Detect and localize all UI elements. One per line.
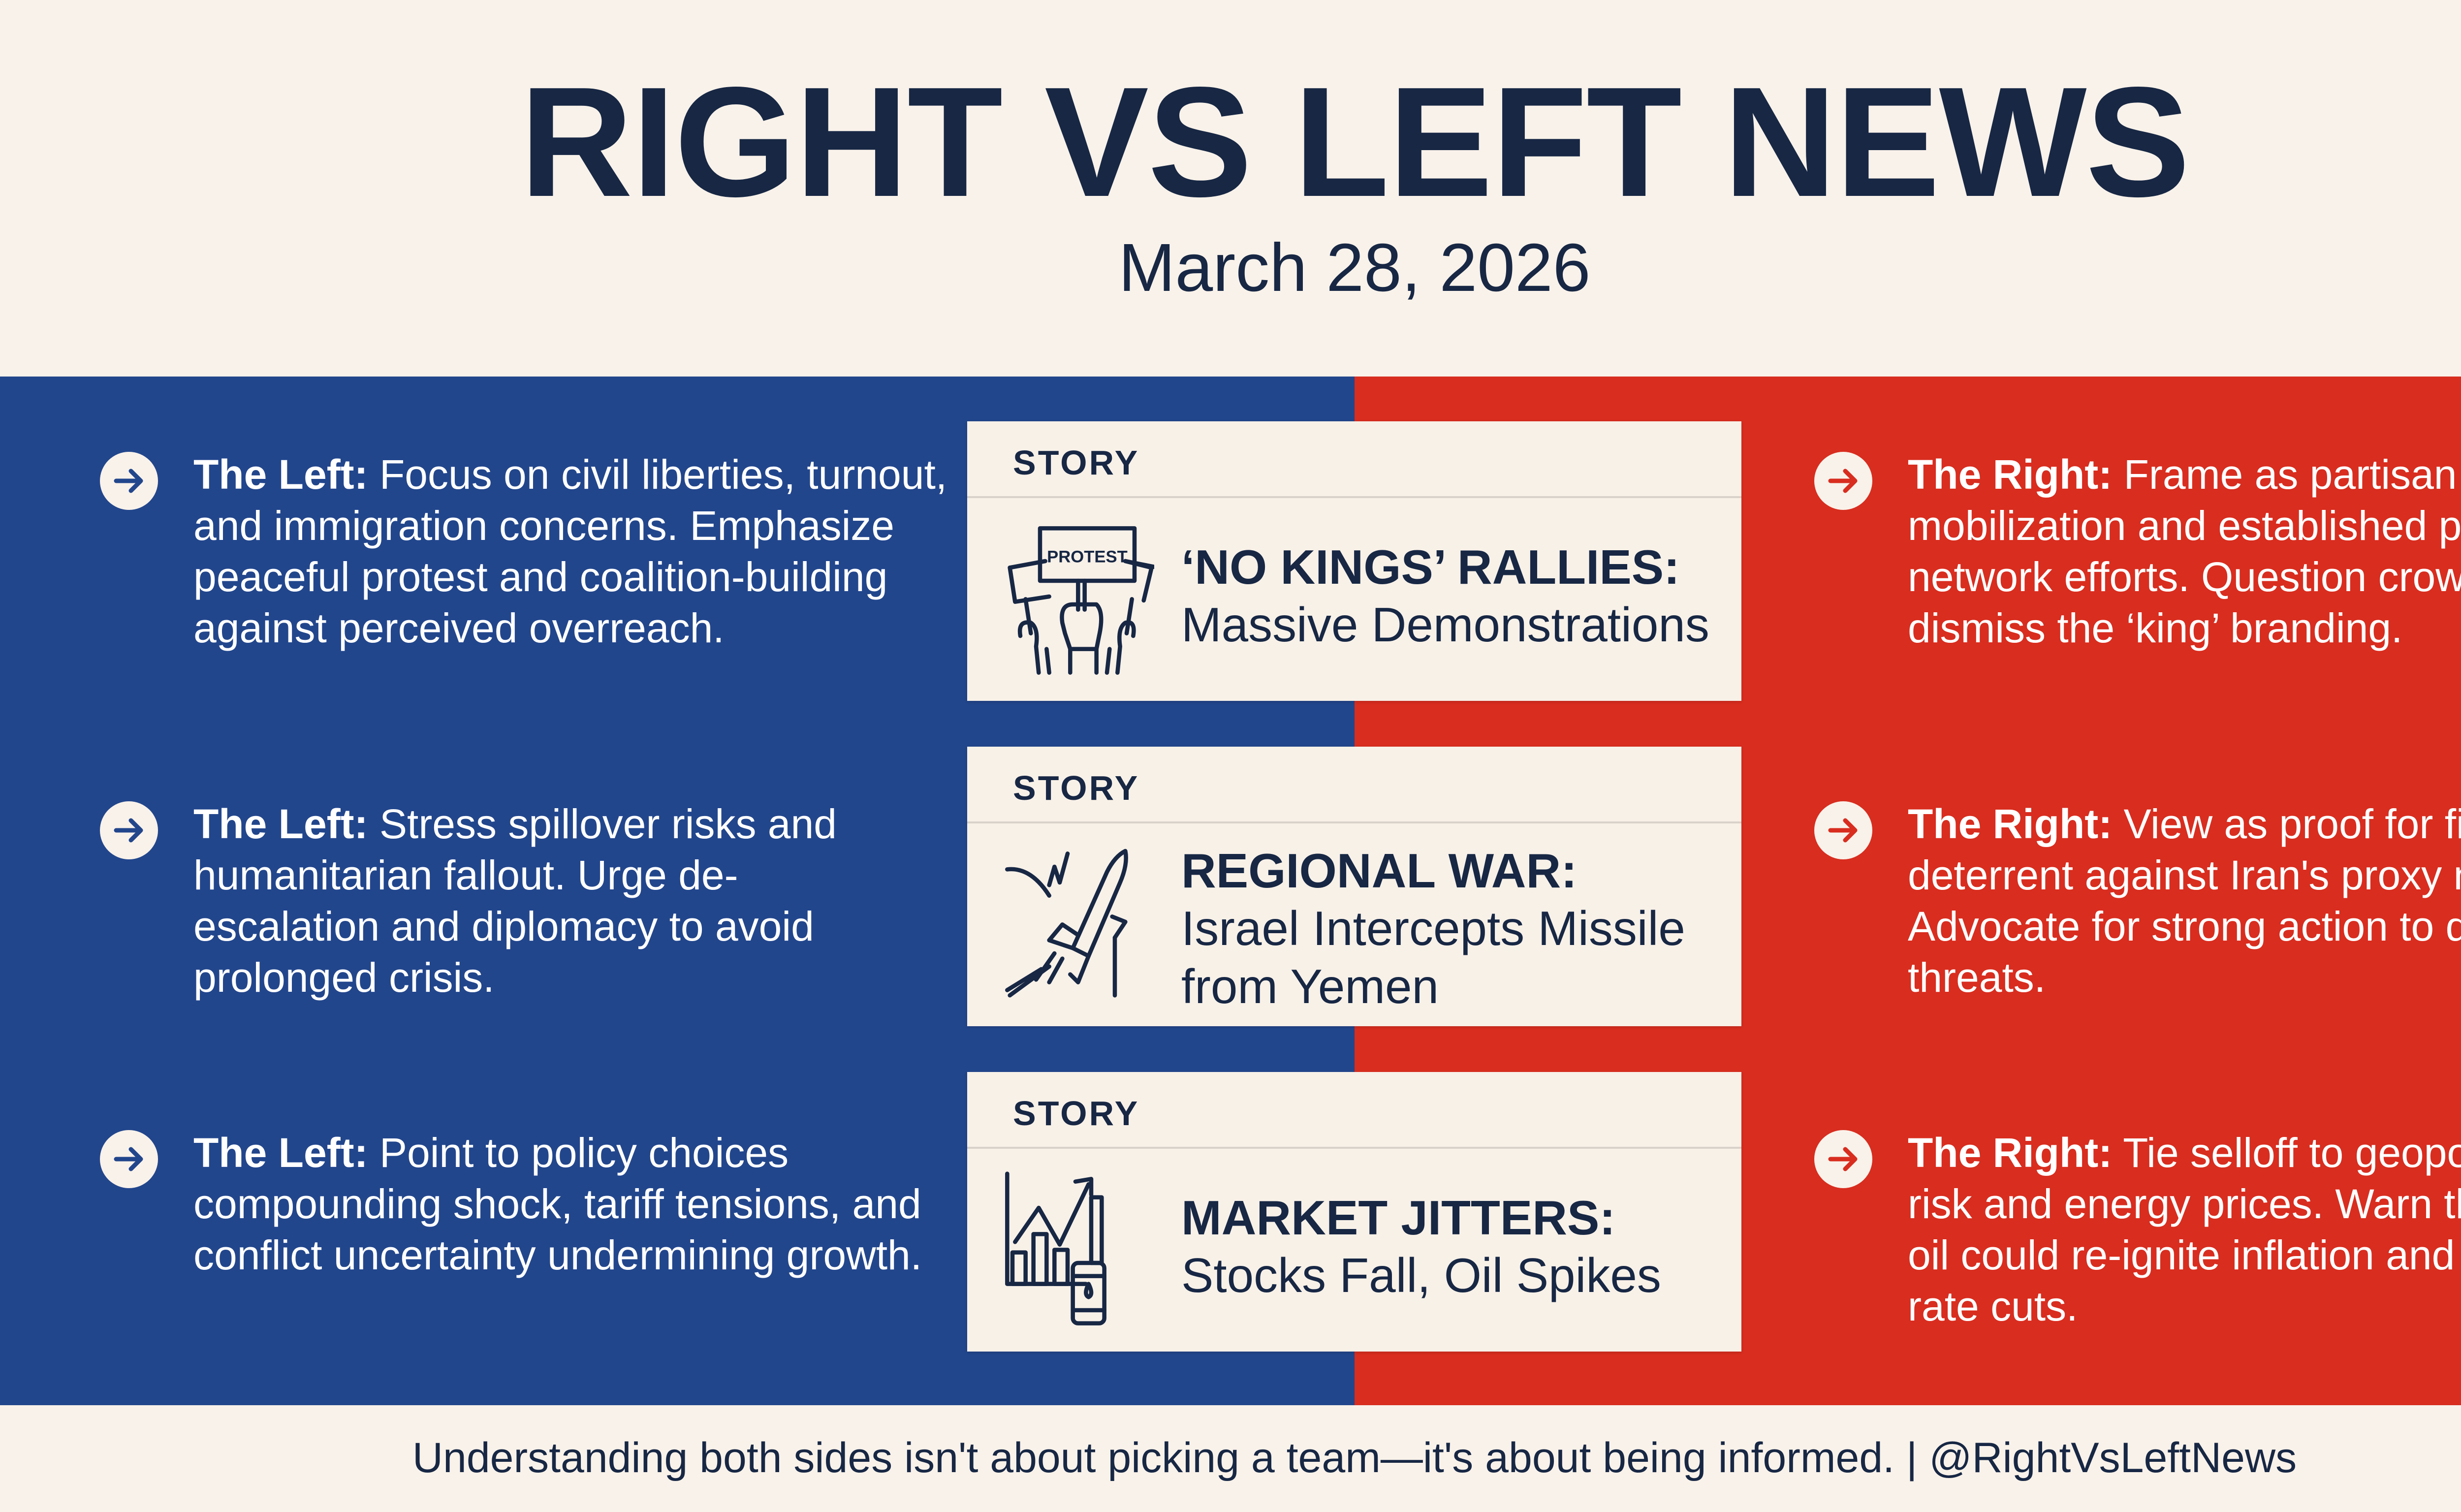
story-card-1: STORY PROTEST ‘NO KINGS’ RALLIES: Massiv… [967,421,1741,701]
arrow-right-icon [100,452,158,510]
right-text: Frame as partisan mobilization and estab… [1908,451,2461,651]
missile-intercept-icon [1005,849,1128,998]
market-chart-oil-barrel-icon [1005,1171,1106,1325]
header: RIGHT VS LEFT NEWS March 28, 2026 [0,0,2461,377]
story-subhead: Massive Demonstrations [1181,598,1709,652]
story-label: STORY [1013,443,1140,482]
left-text: Stress spillover risks and humanitarian … [193,801,837,1001]
footer-tagline: Understanding both sides isn't about pic… [412,1434,2297,1481]
arrow-right-icon [1814,452,1872,510]
date: March 28, 2026 [1118,230,1591,306]
right-lead: The Right: [1908,451,2113,498]
arrow-right-icon [1814,1130,1872,1188]
page-title: RIGHT VS LEFT NEWS [520,55,2190,229]
story-label: STORY [1013,769,1140,807]
story-headline: REGIONAL WAR: [1181,844,1577,898]
protest-signs-icon: PROTEST [1008,526,1154,675]
right-text: View as proof for firmer deterrent again… [1908,801,2461,1001]
story-subhead: Stocks Fall, Oil Spikes [1181,1248,1661,1302]
arrow-right-icon [1814,801,1872,859]
right-text: Tie selloff to geopolitical risk and ene… [1908,1130,2461,1329]
right-lead: The Right: [1908,801,2113,847]
left-lead: The Left: [193,451,368,498]
left-lead: The Left: [193,1130,368,1176]
arrow-right-icon [100,1130,158,1188]
left-lead: The Left: [193,801,368,847]
left-text: Point to policy choices compounding shoc… [193,1130,922,1278]
story-subhead: Israel Intercepts Missile from Yemen [1181,901,1685,1013]
story-headline: MARKET JITTERS: [1181,1191,1615,1245]
footer: Understanding both sides isn't about pic… [0,1405,2461,1512]
arrow-right-icon [100,801,158,859]
right-lead: The Right: [1908,1130,2113,1176]
story-label: STORY [1013,1094,1140,1133]
story-card-2: STORY REGIONAL WAR: Israel Intercepts Mi… [967,747,1741,1026]
story-headline: ‘NO KINGS’ RALLIES: [1181,540,1680,594]
story-card-3: STORY MARKET JITTERS: Stocks Fall, Oil S… [967,1072,1741,1352]
left-text: Focus on civil liberties, turnout, and i… [193,451,947,651]
svg-text:PROTEST: PROTEST [1047,548,1128,567]
